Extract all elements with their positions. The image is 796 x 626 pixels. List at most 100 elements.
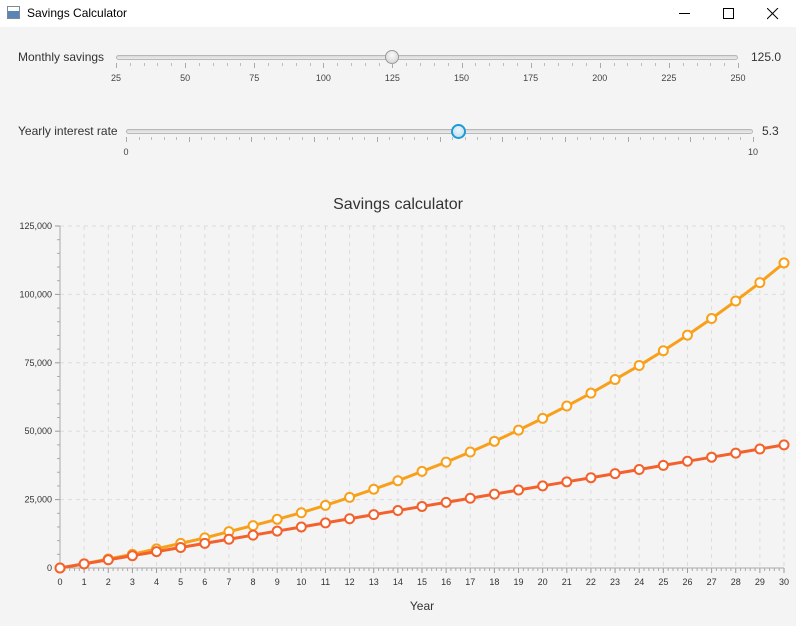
data-point [681, 329, 693, 341]
data-point [319, 517, 331, 529]
data-point [416, 500, 428, 512]
slider-tick-label: 100 [315, 73, 331, 83]
x-tick-label: 7 [226, 577, 231, 587]
slider-minor-tick [539, 137, 541, 140]
data-point [344, 513, 356, 525]
slider-minor-tick [226, 63, 228, 66]
savings-chart: Savings calculator 0 1 2 3 4 5 6 7 8 9 10 11 12 13 14 1… [19, 196, 790, 613]
x-tick-label: 12 [345, 577, 355, 587]
slider-minor-tick [414, 137, 416, 140]
slider-tick [738, 63, 739, 68]
x-tick-label: 16 [441, 577, 451, 587]
slider-track[interactable] [126, 129, 753, 134]
data-point [416, 465, 428, 477]
data-point [464, 492, 476, 504]
data-point [561, 476, 573, 488]
slider-minor-tick [138, 137, 140, 140]
maximize-button[interactable] [706, 0, 752, 27]
x-tick-label: 5 [178, 577, 183, 587]
slider-thumb[interactable] [385, 50, 400, 64]
data-point [175, 541, 187, 553]
slider-minor-tick [238, 137, 240, 140]
x-tick-label: 15 [417, 577, 427, 587]
slider-minor-tick [129, 63, 131, 66]
slider-tick [126, 137, 127, 142]
slider-minor-tick [677, 137, 679, 140]
data-point [440, 456, 452, 468]
x-tick-label: 30 [779, 577, 789, 587]
slider-minor-tick [301, 137, 303, 140]
slider-tick [530, 63, 532, 68]
slider-minor-tick [665, 137, 667, 140]
close-button[interactable] [750, 0, 796, 27]
slider-minor-tick [268, 63, 270, 66]
data-point [199, 537, 211, 549]
slider-minor-tick [477, 137, 479, 140]
data-point [368, 509, 380, 521]
slider-minor-tick [263, 137, 265, 140]
slider-tick-label: 150 [454, 73, 470, 83]
x-tick-label: 4 [154, 577, 159, 587]
slider-tick [254, 63, 256, 68]
x-tick-label: 29 [755, 577, 765, 587]
x-tick-label: 2 [106, 577, 111, 587]
slider-minor-tick [226, 137, 228, 140]
slider-minor-tick [420, 63, 422, 66]
slider-minor-tick [682, 63, 684, 66]
slider-tick [185, 63, 187, 68]
slider-minor-tick [503, 63, 505, 66]
slider-minor-tick [489, 137, 491, 140]
slider-minor-tick [337, 63, 339, 66]
slider-minor-tick [240, 63, 242, 66]
slider-minor-tick [276, 137, 278, 140]
data-point [633, 360, 645, 372]
series-layer [54, 257, 790, 574]
slider-tick-label: 0 [123, 147, 129, 157]
slider-minor-tick [401, 137, 403, 140]
data-point [368, 483, 380, 495]
y-tick-label: 100,000 [19, 289, 52, 299]
data-point [561, 400, 573, 412]
slider-minor-tick [641, 63, 643, 66]
slider-minor-tick [710, 63, 712, 66]
data-point [633, 464, 645, 476]
monthly-savings-slider[interactable]: 25 50 75 100 125 150 175 200 225 250 [111, 50, 746, 97]
slider-minor-tick [171, 63, 173, 66]
data-point [778, 439, 790, 451]
slider-tick [392, 63, 394, 68]
slider-minor-tick [558, 63, 560, 66]
slider-thumb[interactable] [450, 124, 466, 139]
x-tick-label: 0 [57, 577, 62, 587]
minimize-button[interactable] [662, 0, 708, 27]
interest-rate-slider[interactable]: 0 10 [123, 124, 758, 171]
slider-minor-tick [589, 137, 591, 140]
data-point [730, 447, 742, 459]
slider-minor-tick [406, 63, 408, 66]
slider-minor-tick [295, 63, 297, 66]
close-icon [767, 8, 779, 20]
chart-title: Savings calculator [333, 196, 464, 213]
data-point [464, 446, 476, 458]
slider-minor-tick [212, 63, 214, 66]
slider-minor-tick [151, 137, 153, 140]
x-tick-label: 26 [682, 577, 692, 587]
data-point [223, 533, 235, 545]
x-tick-label: 9 [275, 577, 280, 587]
data-point [271, 525, 283, 537]
x-tick-label: 3 [130, 577, 135, 587]
slider-track[interactable] [116, 55, 738, 60]
data-point [706, 451, 718, 463]
slider-minor-tick [724, 63, 726, 66]
x-tick-label: 1 [82, 577, 87, 587]
slider-tick [753, 137, 754, 142]
x-tick-label: 25 [658, 577, 668, 587]
data-point [488, 435, 500, 447]
slider-minor-tick [516, 63, 518, 66]
slider-minor-tick [727, 137, 729, 140]
slider-minor-tick [652, 137, 654, 140]
data-point [657, 345, 669, 357]
x-tick-label: 22 [586, 577, 596, 587]
slider-minor-tick [740, 137, 742, 140]
slider-minor-tick [585, 63, 587, 66]
slider-minor-tick [602, 137, 604, 140]
